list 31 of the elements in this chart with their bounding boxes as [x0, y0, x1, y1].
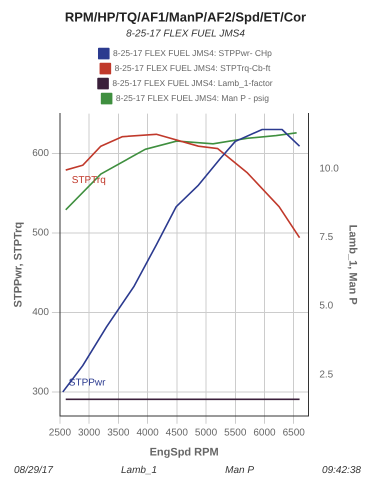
x-tick-label: 2500 [48, 428, 72, 439]
y-tick-label: 400 [32, 307, 50, 318]
y2-tick-label: 7.5 [319, 232, 334, 243]
x-tick-label: 3000 [78, 428, 101, 439]
y-tick-label: 300 [32, 386, 50, 398]
text: Man P [225, 465, 254, 476]
text: Lamb_1 [120, 465, 158, 476]
y-axis-title: STPPwr, STPTrq [12, 222, 25, 308]
x-tick-label: 3500 [107, 428, 130, 439]
y-tick-label: 600 [32, 148, 50, 160]
y2-tick-label: 5.0 [319, 300, 334, 312]
y2-tick-label: 2.5 [319, 369, 334, 380]
chart-title: RPM/HP/TQ/AF1/ManP/AF2/Spd/ET/Cor [64, 9, 306, 24]
x-tick-label: 6500 [282, 428, 306, 439]
x-tick-label: 4000 [136, 428, 160, 439]
chart-subtitle: 8-25-17 FLEX FUEL JMS4 [126, 28, 246, 40]
text: 08/29/17 [14, 465, 53, 476]
legend-label: 8-25-17 FLEX FUEL JMS4: Lamb_1-factor [112, 78, 273, 88]
x-tick-label: 6000 [253, 428, 276, 439]
text: 09:42:38 [322, 465, 361, 476]
legend-label: 8-25-17 FLEX FUEL JMS4: STPPwr- CHp [113, 48, 272, 58]
x-tick-label: 5500 [224, 428, 247, 439]
y-tick-label: 500 [32, 228, 50, 239]
annotation: STPPwr [68, 378, 106, 389]
x-axis-title: EngSpd RPM [150, 446, 219, 458]
y2-tick-label: 10.0 [319, 163, 340, 174]
legend-label: 8-25-17 FLEX FUEL JMS4: Man P - psig [116, 92, 270, 103]
x-tick-label: 5000 [194, 428, 218, 439]
x-tick-label: 4500 [166, 428, 188, 439]
legend-label: 8-25-17 FLEX FUEL JMS4: STPTrq-Cb-ft [114, 62, 271, 73]
y2-axis-title: Lamb_1, Man P [346, 224, 358, 305]
